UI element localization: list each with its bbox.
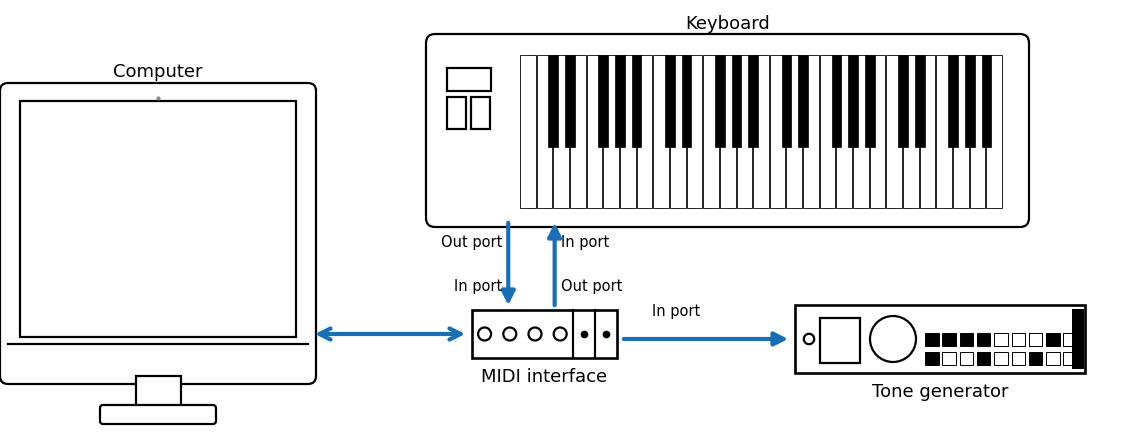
Bar	[571, 55, 585, 208]
Bar	[925, 332, 938, 346]
Bar	[919, 55, 935, 208]
FancyBboxPatch shape	[100, 405, 216, 424]
Bar	[1063, 352, 1077, 365]
Bar	[703, 55, 719, 208]
Bar	[603, 55, 619, 208]
Bar	[1012, 352, 1024, 365]
Bar	[1072, 309, 1084, 369]
Text: MIDI interface: MIDI interface	[481, 368, 608, 386]
Bar	[471, 97, 490, 129]
Bar	[803, 55, 818, 208]
Bar	[994, 352, 1007, 365]
FancyBboxPatch shape	[0, 83, 316, 384]
Bar	[787, 55, 803, 208]
Text: Out port: Out port	[440, 234, 503, 250]
Bar	[986, 55, 1002, 208]
Bar	[681, 55, 692, 147]
Bar	[903, 55, 919, 208]
Bar	[20, 101, 295, 337]
Bar	[748, 55, 758, 147]
Bar	[925, 352, 938, 365]
Bar	[447, 68, 491, 91]
Bar	[970, 55, 985, 208]
Bar	[936, 55, 952, 208]
Bar	[795, 305, 1084, 373]
Bar	[960, 352, 974, 365]
Bar	[686, 55, 702, 208]
Bar	[554, 55, 569, 208]
Bar	[770, 55, 786, 208]
Bar	[837, 55, 852, 208]
Text: Keyboard: Keyboard	[685, 15, 770, 33]
Bar	[599, 55, 608, 147]
Bar	[737, 55, 752, 208]
Bar	[636, 55, 652, 208]
Bar	[753, 55, 769, 208]
Bar	[653, 55, 669, 208]
Bar	[1063, 332, 1077, 346]
FancyBboxPatch shape	[426, 34, 1029, 227]
Bar	[731, 55, 741, 147]
Bar	[942, 332, 955, 346]
Bar	[549, 55, 558, 147]
Bar	[1046, 352, 1060, 365]
Bar	[942, 352, 955, 365]
Bar	[615, 55, 625, 147]
Bar	[820, 318, 860, 363]
Bar	[977, 352, 990, 365]
Bar	[670, 55, 686, 208]
Bar	[447, 97, 466, 129]
Bar	[915, 55, 925, 147]
Bar	[964, 55, 975, 147]
Bar	[869, 55, 885, 208]
Bar	[977, 332, 990, 346]
Bar	[949, 55, 958, 147]
Bar	[720, 55, 736, 208]
Bar	[886, 55, 902, 208]
Bar	[798, 55, 808, 147]
Bar	[953, 55, 969, 208]
Bar	[620, 55, 635, 208]
Ellipse shape	[871, 316, 916, 362]
Bar	[586, 55, 602, 208]
Text: Computer: Computer	[113, 63, 203, 81]
Text: In port: In port	[652, 304, 700, 319]
Bar	[520, 55, 535, 208]
Bar	[820, 55, 835, 208]
Bar	[865, 55, 875, 147]
Bar	[981, 55, 992, 147]
Bar	[1029, 352, 1043, 365]
Bar	[632, 55, 642, 147]
Bar	[1046, 332, 1060, 346]
Bar	[136, 376, 180, 408]
Text: In port: In port	[454, 279, 503, 293]
Bar	[898, 55, 908, 147]
Text: Out port: Out port	[560, 279, 621, 293]
Bar	[832, 55, 841, 147]
Bar	[472, 310, 617, 358]
Bar	[666, 55, 675, 147]
Bar	[1029, 332, 1043, 346]
Bar	[994, 332, 1007, 346]
Bar	[854, 55, 868, 208]
Bar	[565, 55, 575, 147]
Bar	[960, 332, 974, 346]
Text: In port: In port	[560, 234, 609, 250]
Bar	[715, 55, 724, 147]
Bar	[1012, 332, 1024, 346]
Bar	[537, 55, 552, 208]
Bar	[848, 55, 858, 147]
Text: Tone generator: Tone generator	[872, 383, 1009, 401]
Bar	[782, 55, 791, 147]
